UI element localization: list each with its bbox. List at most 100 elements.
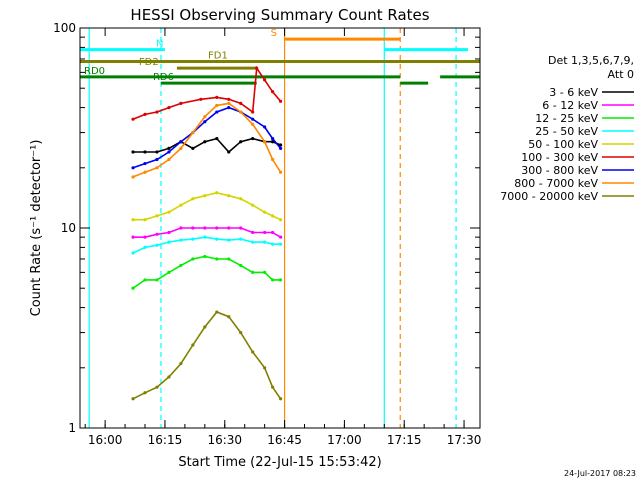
point-300-800-kev-6 [203, 120, 207, 124]
y-tick-label-1: 1 [68, 421, 76, 435]
point-6-12-kev-3 [167, 230, 171, 235]
point-800-7000-kev-0 [131, 175, 135, 179]
point-300-800-kev-11 [263, 125, 267, 129]
point-100-300-kev-13 [278, 99, 283, 103]
point-12-25-kev-9 [239, 263, 243, 268]
point-12-25-kev-11 [263, 270, 267, 274]
point-50-100-kev-9 [239, 197, 243, 201]
point-7000-20000-kev-10 [251, 350, 255, 354]
point-3-6-kev-1 [143, 150, 147, 154]
point-3-6-kev-9 [239, 140, 243, 144]
point-7000-20000-kev-13 [278, 397, 283, 401]
point-100-300-kev-4 [179, 101, 183, 105]
point-800-7000-kev-5 [191, 130, 195, 135]
series-800-7000-kev [132, 102, 282, 178]
point-800-7000-kev-13 [278, 170, 283, 174]
point-25-50-kev-2 [155, 243, 159, 247]
point-6-12-kev-6 [203, 226, 207, 230]
legend-label-25-50-kev: 25 - 50 keV [535, 125, 598, 138]
point-25-50-kev-9 [239, 237, 243, 241]
x-tick-label-16-00: 16:00 [88, 433, 123, 447]
x-tick-label-16-15: 16:15 [148, 433, 183, 447]
point-100-300-kev-3 [167, 105, 171, 110]
status-bar-label-n: N [156, 39, 163, 50]
point-3-6-kev-13 [278, 143, 283, 147]
series-300-800-kev [132, 106, 282, 169]
point-7000-20000-kev-9 [239, 330, 243, 335]
point-50-100-kev-4 [179, 203, 183, 207]
x-tick-label-16-45: 16:45 [267, 433, 302, 447]
axes: 16:00 16:15 16:30 16:45 17:00 17:15 17:30 1 10 10… [53, 21, 481, 447]
legend-header-attenuator: Att 0 [608, 68, 634, 81]
point-7000-20000-kev-6 [203, 325, 207, 329]
legend-label-12-25-kev: 12 - 25 keV [535, 112, 598, 125]
x-tick-label-17-15: 17:15 [387, 433, 422, 447]
point-6-12-kev-5 [191, 226, 195, 230]
point-12-25-kev-13 [278, 278, 283, 282]
point-6-12-kev-9 [239, 226, 243, 230]
point-50-100-kev-12 [271, 214, 275, 218]
point-25-50-kev-4 [179, 238, 183, 242]
chart-title: HESSI Observing Summary Count Rates [130, 6, 429, 24]
status-bar-label-rd6: RD6 [153, 72, 174, 83]
point-800-7000-kev-2 [155, 166, 159, 170]
point-300-800-kev-1 [143, 161, 147, 166]
point-50-100-kev-13 [278, 218, 283, 222]
point-800-7000-kev-1 [143, 170, 147, 174]
point-7000-20000-kev-12 [271, 385, 275, 389]
point-25-50-kev-10 [251, 240, 255, 244]
point-800-7000-kev-3 [167, 157, 171, 162]
series-7000-20000-kev [132, 311, 282, 400]
point-25-50-kev-8 [227, 238, 231, 242]
series-100-300-kev [132, 65, 282, 120]
point-25-50-kev-11 [263, 240, 267, 244]
point-25-50-kev-13 [278, 242, 283, 246]
point-300-800-kev-10 [251, 117, 255, 121]
point-3-6-kev-0 [131, 150, 135, 154]
point-12-25-kev-3 [167, 270, 171, 274]
point-50-100-kev-3 [167, 210, 171, 214]
point-300-800-kev-8 [227, 105, 231, 110]
point-3-6-kev-3 [167, 146, 171, 151]
point-12-25-kev-1 [143, 278, 147, 282]
point-300-800-kev-7 [215, 110, 219, 114]
point-3-6-kev-5 [191, 146, 195, 151]
point-3-6-kev-8 [227, 150, 231, 154]
point-12-25-kev-5 [191, 257, 195, 261]
series-50-100-kev [133, 191, 281, 221]
point-7000-20000-kev-7 [215, 310, 219, 314]
point-300-800-kev-13 [278, 146, 283, 151]
vertical-markers [88, 28, 457, 428]
x-tick-label-17-30: 17:30 [447, 433, 482, 447]
point-7000-20000-kev-2 [155, 385, 159, 389]
point-3-6-kev-2 [155, 150, 159, 154]
point-12-25-kev-6 [203, 254, 207, 259]
point-50-100-kev-11 [263, 210, 267, 214]
point-7000-20000-kev-4 [179, 361, 183, 366]
point-100-300-kev-7 [227, 97, 231, 101]
point-25-50-kev-7 [215, 237, 219, 241]
status-bar-label-s: S [271, 28, 277, 39]
footer-date: 24-Jul-2017 08:23 [564, 469, 636, 478]
status-bars: N S FD1 FD2 RD0 RD6 [80, 28, 480, 85]
legend-header-detectors: Det 1,3,5,6,7,9, [548, 54, 634, 67]
point-50-100-kev-6 [203, 194, 207, 198]
point-100-300-kev-0 [131, 117, 135, 121]
series-25-50-kev [132, 236, 281, 254]
status-bar-label-fd1: FD1 [208, 50, 228, 61]
point-300-800-kev-4 [179, 140, 183, 144]
series-3-6-kev [133, 137, 281, 154]
point-7000-20000-kev-8 [227, 315, 231, 319]
point-100-300-kev-11 [263, 78, 267, 82]
point-100-300-kev-9 [251, 110, 255, 114]
point-6-12-kev-2 [155, 232, 159, 236]
point-50-100-kev-2 [155, 214, 159, 218]
legend-label-800-7000-kev: 800 - 7000 keV [514, 177, 598, 190]
point-7000-20000-kev-1 [143, 391, 147, 395]
y-tick-label-10: 10 [61, 221, 76, 235]
point-7000-20000-kev-3 [167, 375, 171, 379]
point-800-7000-kev-9 [239, 110, 243, 114]
